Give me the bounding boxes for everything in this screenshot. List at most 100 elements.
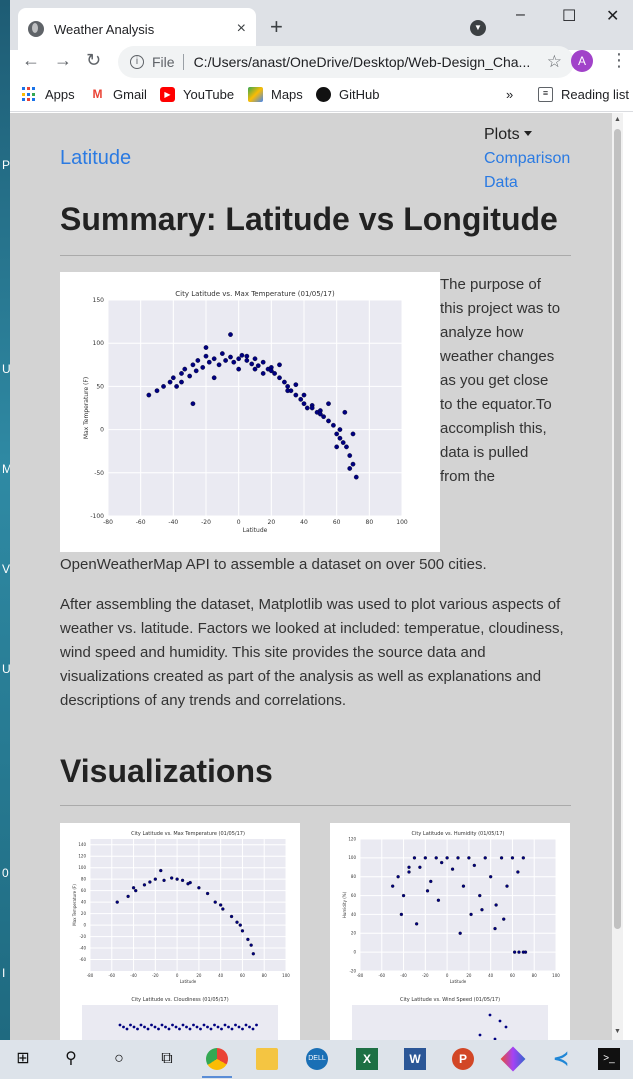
thumbnail-humidity[interactable]: -80 -60 -40 -20 0 20 40 60 80 100 -20 0 20 40 60 80 100 1… <box>330 823 570 1040</box>
maximize-button[interactable]: ☐ <box>562 8 577 25</box>
terminal-icon[interactable]: >_ <box>598 1048 620 1070</box>
close-tab-icon[interactable]: × <box>236 20 246 37</box>
data-point <box>344 444 349 450</box>
data-point <box>174 1025 178 1029</box>
x-tick-label: -80 <box>87 973 94 978</box>
data-point <box>478 893 482 898</box>
chrome-icon[interactable] <box>202 1048 232 1078</box>
back-icon[interactable]: ← <box>22 50 40 70</box>
data-point <box>467 856 471 860</box>
data-point <box>249 361 255 367</box>
powerpoint-icon[interactable]: P <box>452 1048 474 1070</box>
info-icon[interactable]: i <box>130 55 144 69</box>
address-bar[interactable]: i File C:/Users/anast/OneDrive/Desktop/W… <box>118 46 574 78</box>
reload-icon[interactable]: ↻ <box>86 50 102 70</box>
tab-weather-analysis[interactable]: Weather Analysis × <box>18 8 256 50</box>
scrollbar[interactable]: ▲ ▼ <box>612 113 623 1040</box>
cortana-icon[interactable]: ○ <box>114 1050 124 1067</box>
file-explorer-icon[interactable] <box>256 1048 278 1070</box>
data-point <box>423 856 427 860</box>
x-tick-label: 0 <box>446 973 449 978</box>
chart-title: City Latitude vs. Cloudiness (01/05/17) <box>131 997 228 1003</box>
bookmark-maps[interactable]: Maps <box>248 87 303 102</box>
web-page: Latitude Plots Comparison Data Summary: … <box>10 113 622 1040</box>
data-point <box>407 865 411 869</box>
scroll-up-icon[interactable]: ▲ <box>614 116 621 123</box>
intro-line: as you get close <box>440 372 549 389</box>
y-tick-label: 120 <box>78 854 86 859</box>
excel-icon[interactable]: X <box>356 1048 378 1070</box>
data-point <box>200 365 206 370</box>
y-tick-label: -100 <box>90 513 104 520</box>
forward-icon[interactable]: → <box>54 50 72 70</box>
data-point <box>516 870 520 874</box>
data-point <box>162 878 166 882</box>
x-tick-label: -20 <box>201 519 211 526</box>
search-icon[interactable]: ⚲ <box>65 1050 77 1067</box>
data-point <box>203 353 209 359</box>
data-point <box>139 1023 143 1027</box>
minimize-button[interactable]: – <box>516 6 525 23</box>
dell-icon[interactable]: DELL <box>306 1048 328 1070</box>
data-point <box>219 351 225 356</box>
data-point <box>221 907 225 911</box>
bookmark-youtube[interactable]: ▶ YouTube <box>160 87 234 102</box>
intro-line: analyze how <box>440 324 524 341</box>
bookmark-gmail[interactable]: M Gmail <box>90 87 147 102</box>
y-tick-label: 80 <box>81 877 87 882</box>
data-point <box>502 917 506 921</box>
chart-max-temp[interactable]: -80 -60 -40 -20 0 20 40 60 80 100 -100 -50 0 50 100 150… <box>60 272 440 552</box>
intro-line: to the equator.To <box>440 396 552 413</box>
bookmark-star-icon[interactable]: ☆ <box>546 52 562 71</box>
new-tab-button[interactable]: + <box>270 14 283 39</box>
data-point <box>216 1025 220 1029</box>
plots-dropdown[interactable]: Plots <box>484 126 532 143</box>
data-point <box>298 397 304 402</box>
data-point <box>429 879 433 884</box>
thumbnail-temperature[interactable]: -80 -60 -40 -20 0 20 40 60 80 100 -60 -40 -20 0 20 40 60… <box>60 823 300 1040</box>
data-point <box>391 884 395 888</box>
chevron-down-icon[interactable]: ▼ <box>470 20 486 36</box>
menu-kebab-icon[interactable]: ⋮ <box>610 50 628 70</box>
git-icon[interactable] <box>500 1046 526 1072</box>
x-tick-label: -40 <box>130 973 137 978</box>
data-point <box>190 362 196 368</box>
data-point <box>317 411 323 417</box>
chart-wind-partial: City Latitude vs. Wind Speed (01/05/17) <box>352 997 548 1040</box>
scroll-down-icon[interactable]: ▼ <box>614 1028 621 1035</box>
data-point <box>523 950 528 954</box>
bookmark-label: YouTube <box>183 87 235 102</box>
y-tick-label: 100 <box>348 855 356 860</box>
x-tick-label: 60 <box>333 519 341 526</box>
profile-avatar[interactable]: A <box>571 50 593 72</box>
bookmarks-more[interactable]: » <box>506 87 514 102</box>
y-tick-label: 120 <box>348 836 356 841</box>
reading-list-label: Reading list <box>561 87 629 102</box>
y-axis-label: Max Temperature (F) <box>72 884 77 926</box>
data-point <box>244 358 250 363</box>
bookmark-github[interactable]: GitHub <box>316 87 379 102</box>
bookmark-apps[interactable]: Apps <box>22 87 75 102</box>
scroll-thumb[interactable] <box>614 129 621 929</box>
word-icon[interactable]: W <box>404 1048 426 1070</box>
nav-data[interactable]: Data <box>484 174 518 191</box>
chart-svg: -80 -60 -40 -20 0 20 40 60 80 100 -100 -50 0 50 100 150… <box>83 290 408 534</box>
task-view-icon[interactable]: ⧉ <box>161 1050 173 1067</box>
vscode-icon[interactable]: ≺ <box>552 1048 570 1070</box>
data-point <box>469 912 473 917</box>
url-text[interactable]: C:/Users/anast/OneDrive/Desktop/Web-Desi… <box>193 54 531 70</box>
x-tick-label: -60 <box>109 973 116 978</box>
close-window-button[interactable]: ✕ <box>606 8 620 25</box>
brand-link[interactable]: Latitude <box>60 147 132 169</box>
apps-grid-icon <box>22 87 37 102</box>
windows-start-icon[interactable]: ⊞ <box>16 1050 30 1067</box>
data-point <box>401 893 406 898</box>
chart-title: City Latitude vs. Wind Speed (01/05/17) <box>400 997 500 1003</box>
data-point <box>334 431 340 437</box>
nav-comparison[interactable]: Comparison <box>484 150 571 167</box>
reading-list[interactable]: ≡ Reading list <box>538 87 629 102</box>
data-point <box>159 868 163 873</box>
x-tick-label: 60 <box>510 973 516 978</box>
chart-title: City Latitude vs. Max Temperature (01/05… <box>131 831 245 837</box>
x-tick-label: 40 <box>218 973 224 978</box>
